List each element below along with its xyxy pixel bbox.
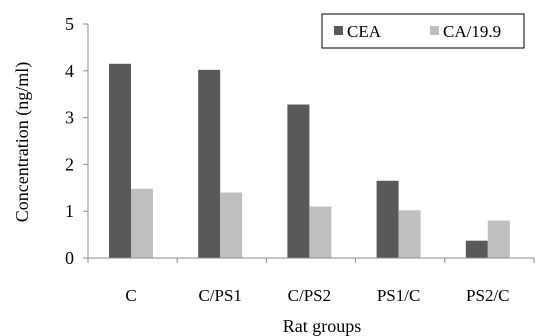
legend-label-ca199: CA/19.9 xyxy=(443,22,501,41)
bar-cea-c-ps1 xyxy=(198,69,221,258)
axes-layer xyxy=(83,23,535,263)
bar-ca-19-9-ps1-c xyxy=(398,210,421,258)
bar-cea-ps2-c xyxy=(465,240,488,258)
y-tick-label: 1 xyxy=(65,201,74,221)
bar-cea-ps1-c xyxy=(376,180,399,258)
legend-label-cea: CEA xyxy=(347,22,382,41)
y-tick-label: 2 xyxy=(65,154,74,174)
x-tick-label: PS2/C xyxy=(466,286,509,305)
bar-ca-19-9-c xyxy=(131,188,153,258)
legend-frame xyxy=(321,13,525,49)
bar-ca-19-9-c-ps2 xyxy=(309,206,332,258)
legend-swatch-cea xyxy=(334,26,343,35)
x-tick-label: C/PS2 xyxy=(288,286,331,305)
x-tick-label: PS1/C xyxy=(377,286,420,305)
x-tick-label: C xyxy=(125,286,136,305)
y-axis-title: Concentration (ng/ml) xyxy=(12,62,33,222)
legend-swatch-ca199 xyxy=(430,26,439,35)
bar-ca-19-9-ps2-c xyxy=(487,220,510,258)
y-tick-label: 5 xyxy=(65,14,74,34)
x-axis-title: Rat groups xyxy=(283,316,362,336)
y-tick-label: 0 xyxy=(65,248,74,268)
x-tick-label: C/PS1 xyxy=(198,286,241,305)
bar-cea-c xyxy=(109,63,131,258)
y-tick-label: 4 xyxy=(65,61,74,81)
labels-layer: C C/PS1 C/PS2 PS1/C PS2/C 0 1 2 3 4 5 xyxy=(65,14,510,305)
bar-ca-19-9-c-ps1 xyxy=(220,192,243,258)
bar-cea-c-ps2 xyxy=(287,104,310,258)
y-tick-label: 3 xyxy=(65,108,74,128)
legend: CEA CA/19.9 xyxy=(321,13,525,49)
bars-layer xyxy=(109,63,510,258)
